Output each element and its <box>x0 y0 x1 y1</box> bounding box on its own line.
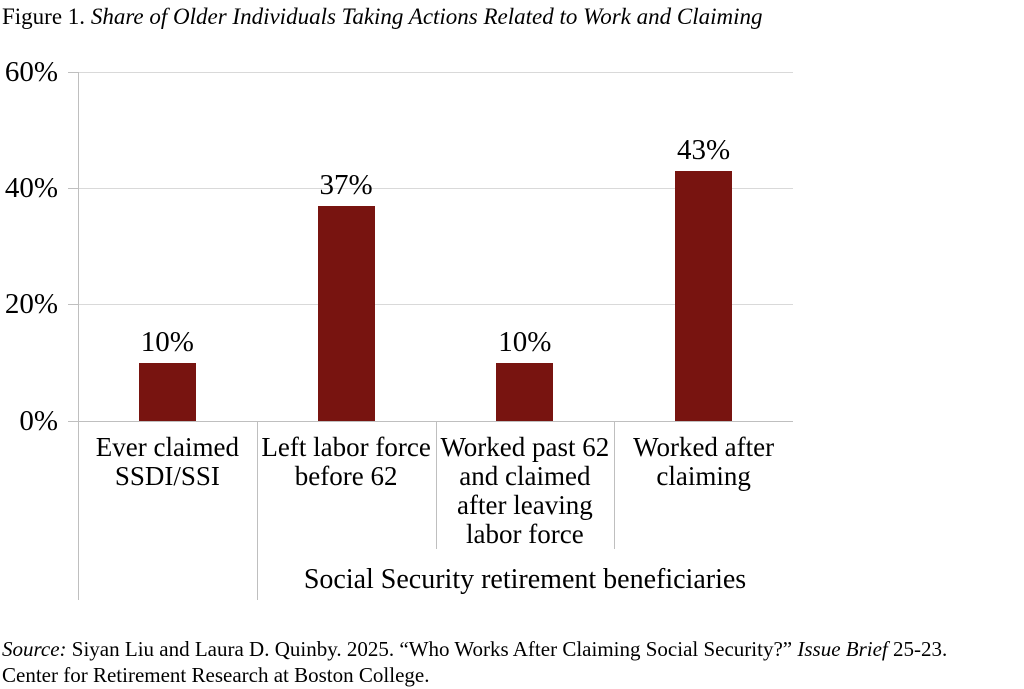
bar-group-ever-claimed-ssdi-ssi: 10% <box>78 72 257 421</box>
y-axis-tick-60 <box>68 72 78 73</box>
source-brief-title: Issue Brief <box>797 637 888 661</box>
y-axis-line <box>78 72 79 600</box>
category-divider-group-boundary <box>256 421 258 600</box>
bar-worked-past-62 <box>496 362 554 421</box>
category-divider-3 <box>614 421 616 549</box>
bar-ever-claimed-ssdi-ssi <box>138 362 196 421</box>
bar-group-worked-past-62: 10% <box>436 72 615 421</box>
figure-title: Figure 1. Share of Older Individuals Tak… <box>2 4 762 30</box>
gridline-60 <box>78 72 793 73</box>
bar-group-worked-after-claiming: 43% <box>614 72 793 421</box>
source-label: Source: <box>2 637 67 661</box>
x-axis-line <box>68 421 793 422</box>
figure-title-text: Share of Older Individuals Taking Action… <box>90 4 763 29</box>
gridline-40 <box>78 188 793 189</box>
source-line-2: Center for Retirement Research at Boston… <box>2 663 430 687</box>
category-divider-2 <box>435 421 437 549</box>
category-label-worked-past-62: Worked past 62 and claimed after leaving… <box>440 432 610 549</box>
figure-title-prefix: Figure 1. <box>2 4 91 29</box>
bar-worked-after-claiming <box>675 170 733 421</box>
y-axis-label-20: 20% <box>4 288 58 320</box>
bar-group-left-labor-force-before-62: 37% <box>257 72 436 421</box>
y-axis-label-0: 0% <box>19 405 58 437</box>
y-axis-label-40: 40% <box>4 172 58 204</box>
bar-value-label: 10% <box>140 325 194 358</box>
y-axis-tick-40 <box>68 188 78 189</box>
bar-left-labor-force-before-62 <box>317 205 375 421</box>
bar-value-label: 37% <box>319 168 373 201</box>
source-note: Source: Siyan Liu and Laura D. Quinby. 2… <box>2 636 1022 688</box>
source-text-1: Siyan Liu and Laura D. Quinby. 2025. “Wh… <box>66 637 798 661</box>
category-group-label: Social Security retirement beneficiaries <box>303 564 747 595</box>
gridline-20 <box>78 304 793 305</box>
bar-value-label: 43% <box>677 133 731 166</box>
category-divider-axis-left <box>78 421 79 600</box>
category-label-left-labor-force-before-62: Left labor force before 62 <box>261 432 431 491</box>
category-label-worked-after-claiming: Worked after claiming <box>633 432 775 491</box>
category-label-ever-claimed-ssdi-ssi: Ever claimed SSDI/SSI <box>95 432 239 491</box>
y-axis-tick-20 <box>68 304 78 305</box>
bar-value-label: 10% <box>498 325 552 358</box>
source-text-2: 25-23. <box>887 637 948 661</box>
y-axis-label-60: 60% <box>4 56 58 88</box>
